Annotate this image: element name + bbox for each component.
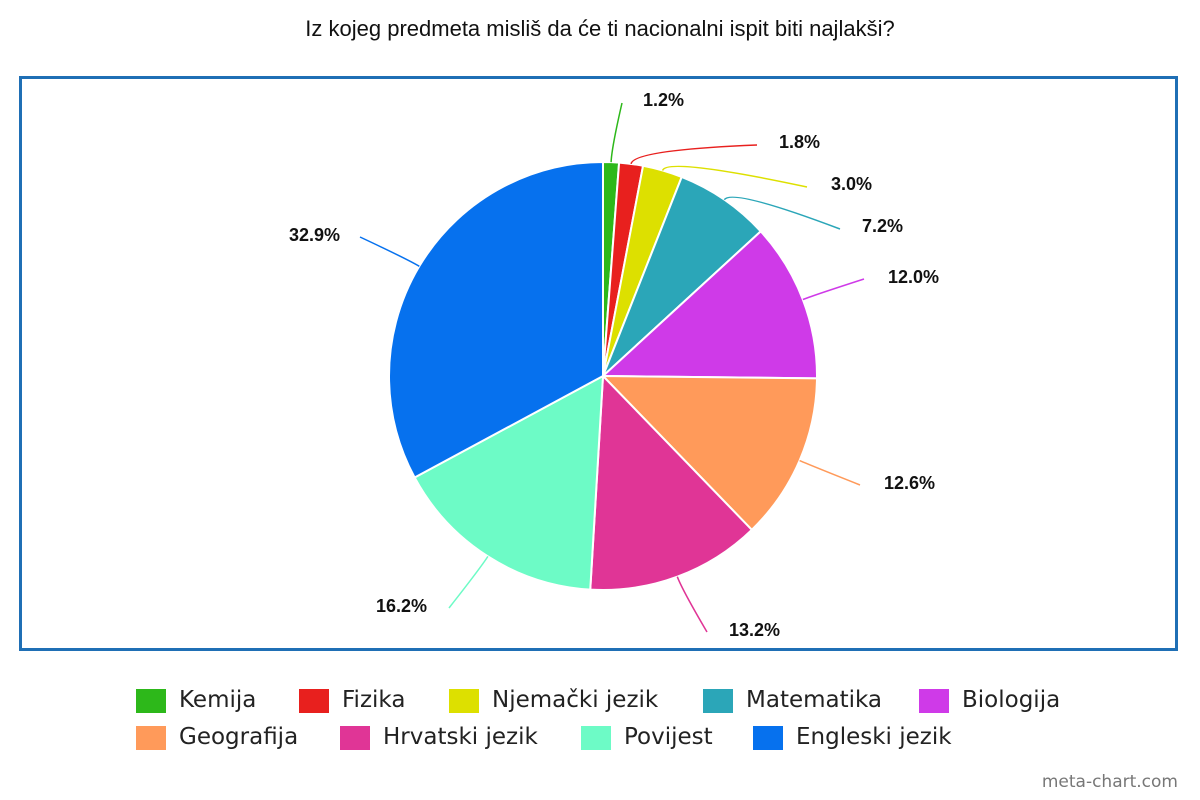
legend-label: Kemija <box>179 687 257 713</box>
data-label-povijest: 16.2% <box>376 596 427 616</box>
legend-label: Biologija <box>962 687 1061 713</box>
legend-item-geografija[interactable]: Geografija <box>136 723 396 753</box>
leader-line-njemacki-jezik <box>661 165 808 188</box>
legend-row: Geografija Hrvatski jezik Povijest Engleski… <box>0 723 1200 753</box>
legend-swatch <box>449 689 479 713</box>
pie-slice-biologija[interactable] <box>600 229 818 380</box>
legend-item-fizika[interactable]: Fizika <box>299 686 559 716</box>
leader-line-matematika <box>723 196 841 230</box>
data-label-hrvatski-jezik: 13.2% <box>729 620 780 640</box>
legend-item-kemija[interactable]: Kemija <box>136 686 396 716</box>
legend-item-njemacki-jezik[interactable]: Njemački jezik <box>449 686 709 716</box>
legend-item-matematika[interactable]: Matematika <box>703 686 963 716</box>
data-label-njemacki-jezik: 3.0% <box>831 174 872 194</box>
legend-swatch <box>136 726 166 750</box>
legend-label: Fizika <box>342 687 406 713</box>
pie-chart: 1.2% 1.8% 3.0% 7.2% 12.0% 12.6% 13.2% 16.2% 32.9… <box>289 90 939 640</box>
leader-line-povijest <box>448 555 489 609</box>
legend-swatch <box>703 689 733 713</box>
legend-swatch <box>340 726 370 750</box>
pie-slice-hrvatski-jezik[interactable] <box>589 373 754 591</box>
legend-swatch <box>299 689 329 713</box>
data-label-kemija: 1.2% <box>643 90 684 110</box>
legend-label: Njemački jezik <box>492 687 659 713</box>
legend-swatch <box>136 689 166 713</box>
plot-frame: 1.2% 1.8% 3.0% 7.2% 12.0% 12.6% 13.2% 16.2% 32.9… <box>19 76 1178 651</box>
legend-label: Matematika <box>746 687 883 713</box>
legend-item-biologija[interactable]: Biologija <box>919 686 1179 716</box>
chart-title: Iz kojeg predmeta misliš da će ti nacion… <box>305 16 895 41</box>
legend-item-hrvatski-jezik[interactable]: Hrvatski jezik <box>340 723 600 753</box>
legend-label: Povijest <box>624 724 713 750</box>
data-label-engleski-jezik: 32.9% <box>289 225 340 245</box>
pie-slice-engleski-jezik[interactable] <box>388 160 604 479</box>
leader-line-engleski-jezik <box>359 236 420 267</box>
data-label-matematika: 7.2% <box>862 216 903 236</box>
leader-line-kemija <box>610 102 623 163</box>
data-label-fizika: 1.8% <box>779 132 820 152</box>
data-label-geografija: 12.6% <box>884 473 935 493</box>
leader-line-biologija <box>802 278 865 301</box>
legend-label: Engleski jezik <box>796 724 952 750</box>
watermark: meta-chart.com <box>1041 772 1178 792</box>
leader-line-geografija <box>799 459 861 486</box>
legend-label: Hrvatski jezik <box>383 724 538 750</box>
pie-slice-geografija[interactable] <box>600 374 819 532</box>
leader-line-hrvatski-jezik <box>676 576 708 633</box>
legend-row: Kemija Fizika Njemački jezik Matematika Biol… <box>0 686 1200 716</box>
legend-swatch <box>581 726 611 750</box>
legend-swatch <box>753 726 783 750</box>
legend-item-engleski-jezik[interactable]: Engleski jezik <box>753 723 1013 753</box>
leader-line-fizika <box>630 144 758 165</box>
legend-swatch <box>919 689 949 713</box>
legend-label: Geografija <box>179 724 299 750</box>
legend-item-povijest[interactable]: Povijest <box>581 723 841 753</box>
data-label-biologija: 12.0% <box>888 267 939 287</box>
